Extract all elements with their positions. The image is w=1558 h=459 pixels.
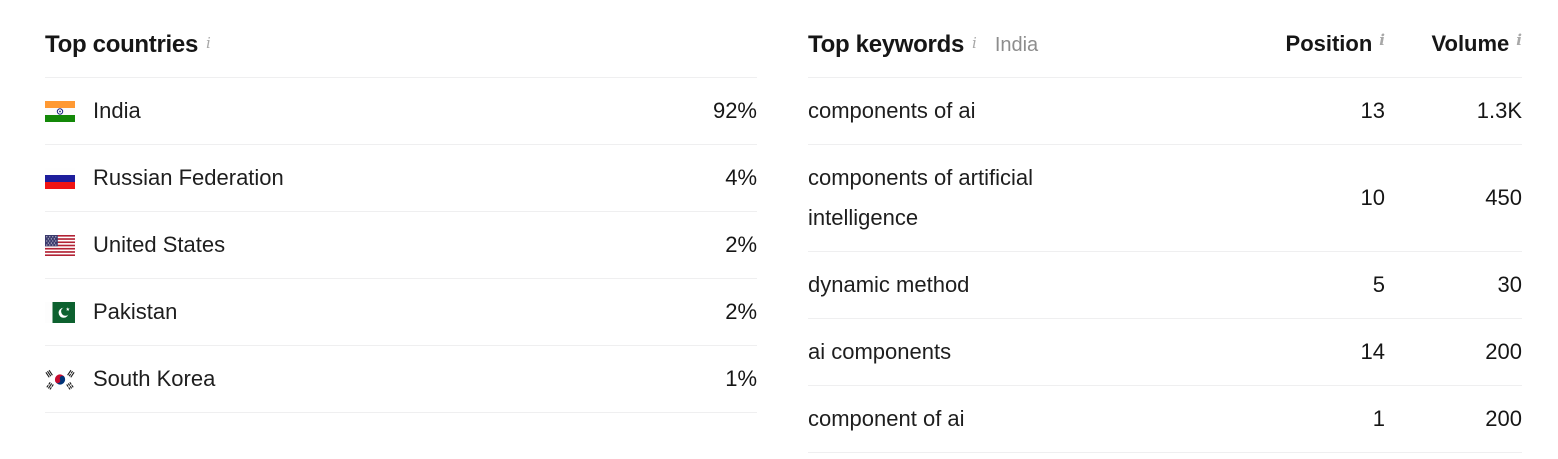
keyword-cell: components of artificial intelligence	[808, 158, 1275, 238]
top-countries-panel: Top countries i India 92%	[45, 30, 757, 453]
country-row: South Korea 1%	[45, 346, 757, 413]
keywords-country-label: India	[994, 34, 1039, 56]
volume-column-label: Volume	[1431, 31, 1510, 56]
volume-column-header: Volume i	[1385, 30, 1522, 58]
pakistan-flag-icon	[45, 301, 75, 323]
country-share: 4%	[725, 165, 757, 190]
top-keywords-header: Top keywords i India Position i Volume i	[808, 30, 1522, 78]
top-countries-header: Top countries i	[45, 30, 757, 78]
keyword-volume: 200	[1485, 339, 1522, 364]
keyword-text: component of ai	[808, 406, 965, 431]
keyword-row: ai components 14 200	[808, 319, 1522, 386]
india-flag-icon	[45, 100, 75, 122]
country-share: 92%	[712, 98, 757, 123]
keyword-position: 10	[1360, 185, 1385, 210]
keyword-position: 1	[1372, 406, 1385, 431]
position-column-label: Position	[1285, 31, 1373, 56]
country-name: India	[93, 98, 141, 123]
keyword-text: components of artificial intelligence	[808, 165, 1033, 230]
country-share: 1%	[725, 366, 757, 391]
country-name: Pakistan	[93, 299, 178, 324]
keyword-cell: dynamic method	[808, 265, 1275, 305]
country-share: 2%	[725, 299, 757, 324]
keyword-cell: component of ai	[808, 399, 1275, 439]
keyword-row: component of ai 1 200	[808, 386, 1522, 453]
info-icon[interactable]: i	[972, 34, 977, 52]
country-name: United States	[93, 232, 226, 257]
keyword-volume: 450	[1485, 185, 1522, 210]
keyword-volume: 200	[1485, 406, 1522, 431]
keyword-row: dynamic method 5 30	[808, 252, 1522, 319]
country-name: Russian Federation	[93, 165, 284, 190]
keyword-text: components of ai	[808, 98, 976, 123]
position-column-header: Position i	[1275, 30, 1385, 58]
keyword-position: 13	[1360, 98, 1385, 123]
top-countries-title: Top countries	[45, 31, 198, 58]
keyword-position: 5	[1372, 272, 1385, 297]
country-row: United States 2%	[45, 212, 757, 279]
keyword-volume: 30	[1497, 272, 1522, 297]
keyword-row: components of ai 13 1.3K	[808, 78, 1522, 145]
keyword-text: ai components	[808, 339, 952, 364]
country-row: Russian Federation 4%	[45, 145, 757, 212]
top-keywords-panel: Top keywords i India Position i Volume i…	[808, 30, 1522, 453]
russia-flag-icon	[45, 167, 75, 189]
keyword-text: dynamic method	[808, 272, 970, 297]
country-row: India 92%	[45, 78, 757, 145]
country-row: Pakistan 2%	[45, 279, 757, 346]
country-name: South Korea	[93, 366, 216, 391]
keyword-position: 14	[1360, 339, 1385, 364]
keyword-row: components of artificial intelligence 10…	[808, 145, 1522, 252]
keyword-cell: components of ai	[808, 91, 1275, 131]
info-icon[interactable]: i	[1516, 31, 1522, 49]
south-korea-flag-icon	[45, 368, 75, 390]
info-icon[interactable]: i	[206, 34, 211, 52]
country-share: 2%	[725, 232, 757, 257]
united-states-flag-icon	[45, 234, 75, 256]
top-keywords-title: Top keywords	[808, 31, 964, 58]
info-icon[interactable]: i	[1379, 31, 1385, 49]
keyword-volume: 1.3K	[1476, 98, 1522, 123]
keyword-cell: ai components	[808, 332, 1275, 372]
